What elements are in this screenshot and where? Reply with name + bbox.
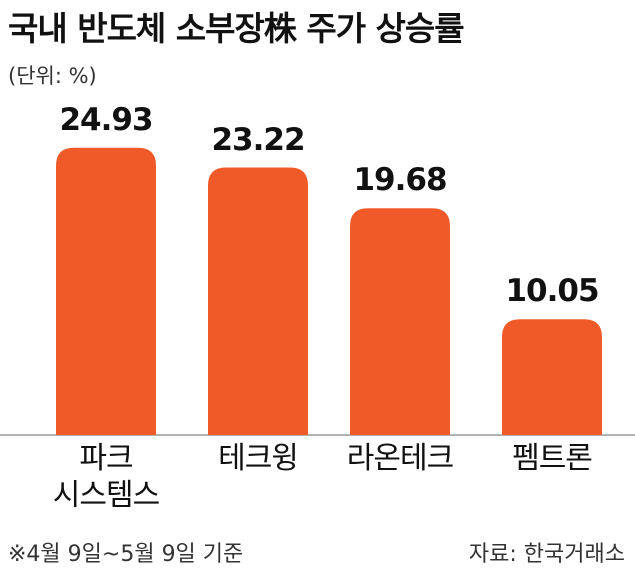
source: 자료: 한국거래소	[468, 542, 625, 567]
x-tick-label: 펨트론	[512, 441, 593, 476]
x-tick-label: 라온테크	[346, 441, 454, 476]
value-label: 23.22	[211, 121, 305, 158]
x-tick-label: 파크 시스템스	[52, 441, 160, 513]
note: ※4월 9일~5월 9일 기준	[8, 542, 244, 567]
bar	[502, 319, 602, 435]
value-label: 19.68	[353, 162, 447, 199]
bar	[350, 208, 450, 435]
x-tick-label: 테크윙	[218, 441, 299, 476]
bar	[56, 147, 156, 435]
bar	[208, 167, 308, 435]
value-label: 24.93	[59, 101, 153, 138]
unit-label: (단위: %)	[8, 64, 97, 88]
value-label: 10.05	[505, 273, 599, 310]
chart-title: 국내 반도체 소부장株 주가 상승률	[8, 9, 465, 48]
